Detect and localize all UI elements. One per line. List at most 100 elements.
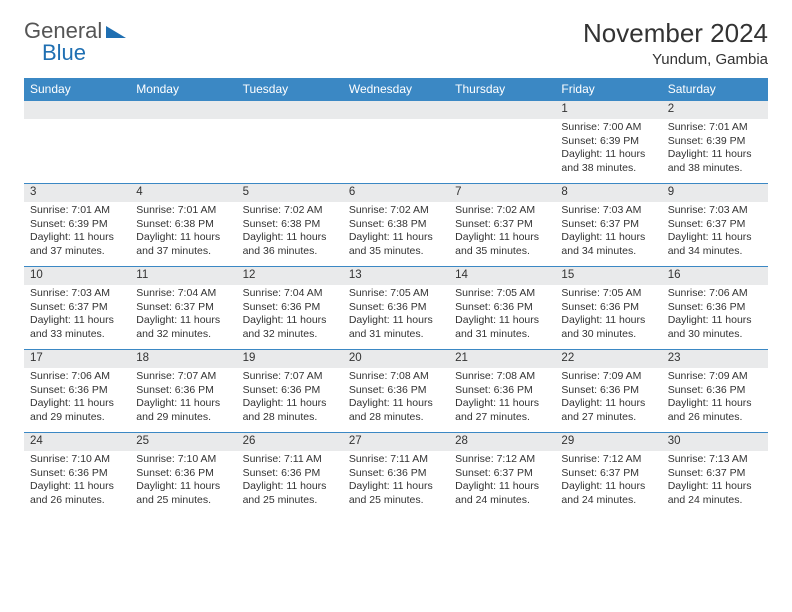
sunset-text: Sunset: 6:36 PM	[668, 384, 762, 398]
day-cell: 23Sunrise: 7:09 AMSunset: 6:36 PMDayligh…	[662, 350, 768, 432]
daylight-text: Daylight: 11 hours and 24 minutes.	[455, 480, 549, 507]
day-body: Sunrise: 7:09 AMSunset: 6:36 PMDaylight:…	[662, 368, 768, 429]
sunset-text: Sunset: 6:36 PM	[668, 301, 762, 315]
sunrise-text: Sunrise: 7:09 AM	[668, 370, 762, 384]
day-cell: 22Sunrise: 7:09 AMSunset: 6:36 PMDayligh…	[555, 350, 661, 432]
sunrise-text: Sunrise: 7:02 AM	[349, 204, 443, 218]
sunrise-text: Sunrise: 7:04 AM	[136, 287, 230, 301]
day-number: 14	[449, 267, 555, 285]
sunrise-text: Sunrise: 7:01 AM	[30, 204, 124, 218]
sunset-text: Sunset: 6:38 PM	[349, 218, 443, 232]
daylight-text: Daylight: 11 hours and 26 minutes.	[668, 397, 762, 424]
day-body	[24, 119, 130, 125]
daylight-text: Daylight: 11 hours and 25 minutes.	[349, 480, 443, 507]
day-body: Sunrise: 7:05 AMSunset: 6:36 PMDaylight:…	[449, 285, 555, 346]
sunrise-text: Sunrise: 7:13 AM	[668, 453, 762, 467]
sunrise-text: Sunrise: 7:09 AM	[561, 370, 655, 384]
day-cell	[24, 101, 130, 183]
day-number: 9	[662, 184, 768, 202]
daylight-text: Daylight: 11 hours and 26 minutes.	[30, 480, 124, 507]
sunrise-text: Sunrise: 7:01 AM	[136, 204, 230, 218]
daylight-text: Daylight: 11 hours and 35 minutes.	[349, 231, 443, 258]
week-row: 17Sunrise: 7:06 AMSunset: 6:36 PMDayligh…	[24, 349, 768, 432]
day-number: 28	[449, 433, 555, 451]
sunset-text: Sunset: 6:39 PM	[668, 135, 762, 149]
day-cell: 12Sunrise: 7:04 AMSunset: 6:36 PMDayligh…	[237, 267, 343, 349]
sunrise-text: Sunrise: 7:00 AM	[561, 121, 655, 135]
sunset-text: Sunset: 6:37 PM	[136, 301, 230, 315]
daylight-text: Daylight: 11 hours and 28 minutes.	[243, 397, 337, 424]
day-body: Sunrise: 7:07 AMSunset: 6:36 PMDaylight:…	[130, 368, 236, 429]
title-block: November 2024 Yundum, Gambia	[583, 18, 768, 68]
sunset-text: Sunset: 6:36 PM	[136, 467, 230, 481]
day-cell	[237, 101, 343, 183]
day-cell: 9Sunrise: 7:03 AMSunset: 6:37 PMDaylight…	[662, 184, 768, 266]
day-body: Sunrise: 7:03 AMSunset: 6:37 PMDaylight:…	[24, 285, 130, 346]
day-body: Sunrise: 7:03 AMSunset: 6:37 PMDaylight:…	[555, 202, 661, 263]
daylight-text: Daylight: 11 hours and 28 minutes.	[349, 397, 443, 424]
day-body: Sunrise: 7:02 AMSunset: 6:37 PMDaylight:…	[449, 202, 555, 263]
day-cell: 26Sunrise: 7:11 AMSunset: 6:36 PMDayligh…	[237, 433, 343, 515]
daylight-text: Daylight: 11 hours and 29 minutes.	[30, 397, 124, 424]
day-body: Sunrise: 7:11 AMSunset: 6:36 PMDaylight:…	[343, 451, 449, 512]
daylight-text: Daylight: 11 hours and 33 minutes.	[30, 314, 124, 341]
sunrise-text: Sunrise: 7:08 AM	[455, 370, 549, 384]
day-cell: 15Sunrise: 7:05 AMSunset: 6:36 PMDayligh…	[555, 267, 661, 349]
day-body: Sunrise: 7:07 AMSunset: 6:36 PMDaylight:…	[237, 368, 343, 429]
sunrise-text: Sunrise: 7:04 AM	[243, 287, 337, 301]
day-number: 11	[130, 267, 236, 285]
day-cell: 29Sunrise: 7:12 AMSunset: 6:37 PMDayligh…	[555, 433, 661, 515]
day-header: Monday	[130, 78, 236, 100]
sunset-text: Sunset: 6:38 PM	[243, 218, 337, 232]
day-number: 3	[24, 184, 130, 202]
day-cell: 19Sunrise: 7:07 AMSunset: 6:36 PMDayligh…	[237, 350, 343, 432]
day-cell: 10Sunrise: 7:03 AMSunset: 6:37 PMDayligh…	[24, 267, 130, 349]
sunset-text: Sunset: 6:37 PM	[561, 218, 655, 232]
day-number: 29	[555, 433, 661, 451]
sunset-text: Sunset: 6:39 PM	[561, 135, 655, 149]
daylight-text: Daylight: 11 hours and 36 minutes.	[243, 231, 337, 258]
day-number: 22	[555, 350, 661, 368]
week-row: 10Sunrise: 7:03 AMSunset: 6:37 PMDayligh…	[24, 266, 768, 349]
sunset-text: Sunset: 6:36 PM	[561, 384, 655, 398]
day-header: Thursday	[449, 78, 555, 100]
day-cell: 1Sunrise: 7:00 AMSunset: 6:39 PMDaylight…	[555, 101, 661, 183]
day-header: Tuesday	[237, 78, 343, 100]
sunset-text: Sunset: 6:37 PM	[668, 467, 762, 481]
day-body	[343, 119, 449, 125]
day-header: Wednesday	[343, 78, 449, 100]
sunrise-text: Sunrise: 7:03 AM	[668, 204, 762, 218]
day-number: 15	[555, 267, 661, 285]
day-header-row: Sunday Monday Tuesday Wednesday Thursday…	[24, 78, 768, 100]
sunset-text: Sunset: 6:36 PM	[349, 301, 443, 315]
day-number: 17	[24, 350, 130, 368]
sunset-text: Sunset: 6:36 PM	[349, 467, 443, 481]
logo-text-blue: Blue	[42, 40, 86, 66]
day-cell: 20Sunrise: 7:08 AMSunset: 6:36 PMDayligh…	[343, 350, 449, 432]
day-cell: 2Sunrise: 7:01 AMSunset: 6:39 PMDaylight…	[662, 101, 768, 183]
daylight-text: Daylight: 11 hours and 31 minutes.	[455, 314, 549, 341]
day-number: 30	[662, 433, 768, 451]
day-cell: 5Sunrise: 7:02 AMSunset: 6:38 PMDaylight…	[237, 184, 343, 266]
calendar: Sunday Monday Tuesday Wednesday Thursday…	[24, 78, 768, 515]
day-number: 12	[237, 267, 343, 285]
sunset-text: Sunset: 6:36 PM	[30, 467, 124, 481]
daylight-text: Daylight: 11 hours and 32 minutes.	[136, 314, 230, 341]
sunset-text: Sunset: 6:37 PM	[455, 467, 549, 481]
day-cell: 3Sunrise: 7:01 AMSunset: 6:39 PMDaylight…	[24, 184, 130, 266]
day-cell: 14Sunrise: 7:05 AMSunset: 6:36 PMDayligh…	[449, 267, 555, 349]
week-row: 24Sunrise: 7:10 AMSunset: 6:36 PMDayligh…	[24, 432, 768, 515]
day-body: Sunrise: 7:09 AMSunset: 6:36 PMDaylight:…	[555, 368, 661, 429]
sunset-text: Sunset: 6:36 PM	[243, 301, 337, 315]
day-number: 26	[237, 433, 343, 451]
sunrise-text: Sunrise: 7:12 AM	[561, 453, 655, 467]
day-cell: 8Sunrise: 7:03 AMSunset: 6:37 PMDaylight…	[555, 184, 661, 266]
day-number: 8	[555, 184, 661, 202]
day-cell: 17Sunrise: 7:06 AMSunset: 6:36 PMDayligh…	[24, 350, 130, 432]
day-cell: 16Sunrise: 7:06 AMSunset: 6:36 PMDayligh…	[662, 267, 768, 349]
day-number: 6	[343, 184, 449, 202]
sunrise-text: Sunrise: 7:11 AM	[349, 453, 443, 467]
day-body	[237, 119, 343, 125]
day-number: 24	[24, 433, 130, 451]
sunrise-text: Sunrise: 7:12 AM	[455, 453, 549, 467]
